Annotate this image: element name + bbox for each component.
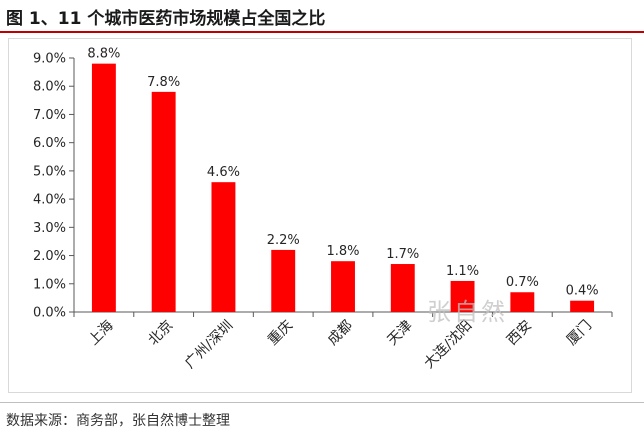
category-label: 天津	[384, 318, 415, 349]
y-tick-label: 2.0%	[33, 249, 66, 264]
y-tick-label: 8.0%	[33, 80, 66, 95]
bar	[151, 91, 176, 312]
y-tick-label: 5.0%	[33, 164, 66, 179]
bar	[91, 63, 116, 313]
watermark-text: 张自然	[427, 298, 508, 326]
chart-frame	[8, 38, 632, 393]
data-label: 4.6%	[207, 165, 240, 180]
bar	[331, 261, 355, 312]
data-label: 0.4%	[566, 284, 599, 299]
category-label: 北京	[145, 318, 176, 349]
data-labels: 8.8% 7.8% 4.6% 2.2% 1.8% 1.7% 1.1% 0.7% 0.4%	[87, 47, 598, 299]
category-label: 上海	[86, 318, 117, 349]
y-axis-ticks: 0.0% 1.0% 2.0% 3.0% 4.0% 5.0% 6.0% 7.0% 8.0% 9.0%	[33, 52, 74, 321]
data-label: 1.1%	[446, 264, 479, 279]
chart-title: 图 1、11 个城市医药市场规模占全国之比	[6, 9, 326, 29]
y-tick-label: 1.0%	[33, 277, 66, 292]
data-label: 1.8%	[326, 244, 359, 259]
source-divider	[0, 402, 644, 403]
bars	[91, 63, 595, 313]
category-label: 成都	[325, 318, 356, 349]
data-label: 1.7%	[386, 247, 419, 262]
data-label: 8.8%	[87, 47, 120, 62]
data-label: 0.7%	[506, 275, 539, 290]
bar	[510, 292, 535, 312]
bar	[390, 264, 415, 312]
bar	[271, 249, 296, 312]
title-divider	[0, 31, 644, 33]
data-label: 7.8%	[147, 75, 180, 90]
y-tick-label: 3.0%	[33, 221, 66, 236]
bar	[450, 280, 475, 312]
category-label: 西安	[504, 318, 535, 349]
category-label: 广州/深圳	[182, 318, 236, 372]
title-bar: 图 1、11 个城市医药市场规模占全国之比	[0, 0, 644, 30]
y-tick-label: 6.0%	[33, 136, 66, 151]
x-axis-labels: 上海 北京 广州/深圳 重庆 成都 天津 大连/沈阳 西安 厦门	[86, 318, 595, 372]
y-tick-label: 7.0%	[33, 108, 66, 123]
y-tick-label: 9.0%	[33, 52, 66, 67]
source-note: 数据来源：商务部，张自然博士整理	[6, 413, 230, 429]
category-label: 厦门	[564, 318, 595, 349]
y-tick-label: 0.0%	[33, 306, 66, 321]
bar	[570, 300, 595, 312]
category-label: 重庆	[265, 318, 296, 349]
bar-chart: 0.0% 1.0% 2.0% 3.0% 4.0% 5.0% 6.0% 7.0% 8.0% 9.0%…	[33, 47, 613, 372]
data-label: 2.2%	[267, 233, 300, 248]
bar	[211, 182, 236, 312]
y-tick-label: 4.0%	[33, 193, 66, 208]
